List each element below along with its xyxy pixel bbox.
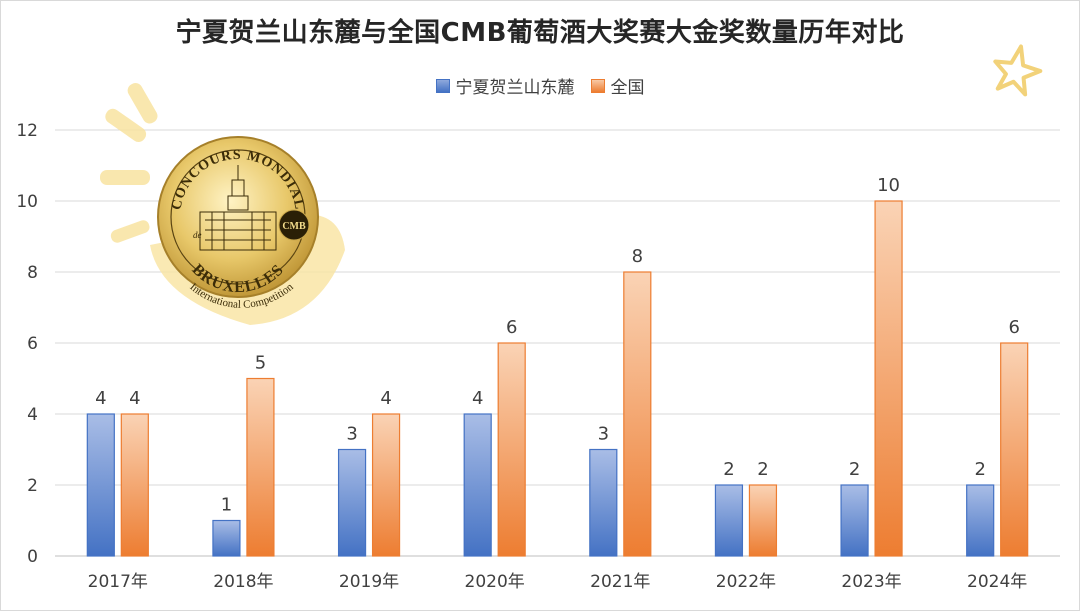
x-tick-label: 2023年 <box>841 572 901 592</box>
y-tick-label: 0 <box>27 547 38 567</box>
data-label: 4 <box>129 388 140 409</box>
data-label: 4 <box>472 388 483 409</box>
bar-series-2 <box>748 484 778 557</box>
legend-swatch-series-2 <box>590 78 605 93</box>
data-label: 3 <box>346 424 357 445</box>
medal-text-de: de <box>193 230 202 240</box>
y-tick-label: 8 <box>27 263 38 283</box>
bar-series-2 <box>623 271 652 557</box>
legend-label-series-2: 全国 <box>610 78 645 98</box>
data-label: 2 <box>849 459 860 480</box>
x-tick-label: 2020年 <box>465 572 525 592</box>
town-hall-illustration <box>199 165 277 251</box>
data-label: 2 <box>723 459 734 480</box>
bar-series-1 <box>966 484 995 557</box>
legend-item-series-2: 全国 <box>590 73 645 98</box>
bar-series-1 <box>714 484 744 557</box>
y-tick-label: 6 <box>27 334 38 354</box>
data-label: 4 <box>380 388 391 409</box>
bar-series-2 <box>120 413 149 557</box>
x-tick-label: 2022年 <box>716 572 776 592</box>
legend-label-series-1: 宁夏贺兰山东麓 <box>455 78 575 98</box>
legend-item-series-1: 宁夏贺兰山东麓 <box>435 73 575 98</box>
bar-series-1 <box>337 448 367 557</box>
cmb-seal-text: CMB <box>282 221 306 232</box>
sun-rays-decoration <box>100 83 158 243</box>
data-label: 2 <box>757 459 768 480</box>
data-label: 8 <box>632 246 643 267</box>
bar-series-2 <box>246 377 275 557</box>
data-label: 2 <box>974 459 985 480</box>
cmb-medal-logo: CONCOURS MONDIAL BRUXELLES de Internatio… <box>100 83 345 325</box>
chart-title: 宁夏贺兰山东麓与全国CMB葡萄酒大奖赛大金奖数量历年对比 <box>175 18 905 48</box>
cmb-seal <box>278 209 310 241</box>
bar-series-1 <box>212 519 241 557</box>
x-tick-label: 2017年 <box>88 572 148 592</box>
x-tick-label: 2019年 <box>339 572 399 592</box>
medal-disc <box>157 136 319 298</box>
bar-series-1 <box>463 413 492 557</box>
x-tick-label: 2018年 <box>213 572 273 592</box>
data-label: 6 <box>1008 317 1019 338</box>
data-label: 4 <box>95 388 106 409</box>
y-tick-label: 4 <box>27 405 38 425</box>
y-tick-label: 12 <box>16 121 38 141</box>
data-label: 10 <box>877 175 900 196</box>
data-label: 6 <box>506 317 517 338</box>
y-tick-label: 10 <box>16 192 38 212</box>
data-label: 3 <box>598 424 609 445</box>
data-label: 1 <box>221 495 232 516</box>
x-tick-label: 2021年 <box>590 572 650 592</box>
bar-series-2 <box>874 200 903 557</box>
bar-series-2 <box>371 413 401 557</box>
data-label: 5 <box>255 353 266 374</box>
chart-legend: 宁夏贺兰山东麓 全国 <box>0 73 1080 98</box>
bar-series-2 <box>1000 342 1029 557</box>
bar-series-1 <box>840 484 869 557</box>
x-tick-label: 2024年 <box>967 572 1027 592</box>
star-doodle-icon <box>993 44 1043 97</box>
legend-swatch-series-1 <box>435 78 450 93</box>
y-tick-label: 2 <box>27 476 38 496</box>
bar-series-2 <box>497 342 526 557</box>
bar-series-1 <box>589 448 618 557</box>
bar-series-1 <box>86 413 115 557</box>
